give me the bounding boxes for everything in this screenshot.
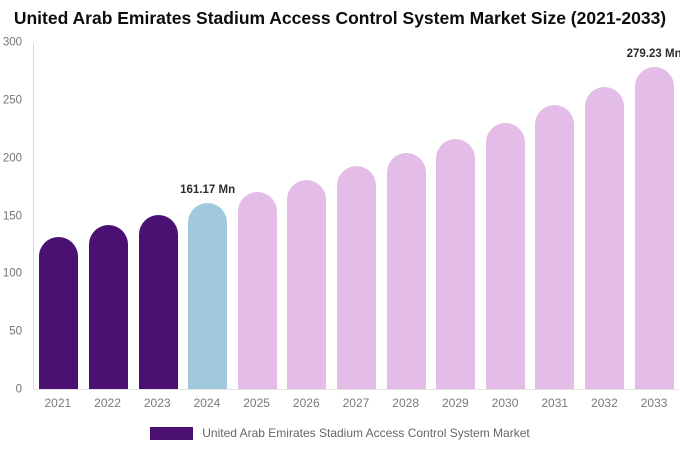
bar-2022 — [88, 225, 128, 389]
bar-column — [480, 43, 530, 389]
x-axis-label: 2033 — [640, 396, 668, 410]
legend-label: United Arab Emirates Stadium Access Cont… — [202, 426, 530, 440]
bar-column — [282, 43, 332, 389]
y-axis-tick-label: 300 — [2, 36, 22, 49]
legend: United Arab Emirates Stadium Access Cont… — [0, 426, 680, 440]
x-axis-label: 2026 — [292, 396, 320, 410]
bar-2025 — [237, 191, 277, 389]
bar-value-label: 279.23 Mn — [626, 47, 680, 60]
plot-area: 161.17 Mn 279.23 Mn — [33, 43, 680, 390]
bar-column: 161.17 Mn — [180, 43, 235, 389]
y-axis-tick-label: 0 — [15, 383, 22, 396]
x-axis-label: 2031 — [541, 396, 569, 410]
bar-2023 — [138, 214, 178, 389]
x-axis-label: 2022 — [94, 396, 121, 410]
y-axis-tick-label: 50 — [9, 325, 22, 338]
y-axis: 0 50 100 150 200 250 300 — [0, 37, 27, 395]
x-axis-label: 2021 — [44, 396, 72, 410]
bar-2024: 161.17 Mn — [180, 184, 235, 389]
y-axis-tick-label: 250 — [2, 94, 22, 107]
bar-value-label: 161.17 Mn — [180, 184, 236, 197]
legend-swatch — [150, 426, 194, 440]
x-axis-label: 2023 — [143, 396, 171, 410]
x-axis-label: 2029 — [441, 396, 469, 410]
x-axis-label: 2032 — [591, 396, 618, 410]
bars: 161.17 Mn 279.23 Mn — [34, 43, 680, 389]
x-axis-label: 2027 — [342, 396, 370, 410]
x-axis-label: 2024 — [193, 396, 221, 410]
x-axis-label: 2025 — [243, 396, 270, 410]
y-axis-tick-label: 200 — [2, 151, 22, 164]
bar-column — [431, 43, 481, 389]
y-axis-tick-label: 100 — [2, 267, 22, 280]
y-axis-tick-label: 150 — [2, 209, 22, 222]
x-axis: 2021 2022 2023 2024 2025 2026 2027 2028 2029 2030… — [33, 396, 679, 410]
x-axis-label: 2030 — [491, 396, 519, 410]
bar-2029 — [436, 138, 476, 389]
bar-2027 — [336, 166, 376, 389]
bar-2028 — [386, 152, 426, 389]
bar-column — [84, 43, 134, 389]
bar-column — [332, 43, 382, 389]
chart-title: United Arab Emirates Stadium Access Cont… — [13, 8, 667, 28]
bar-2031 — [535, 105, 575, 389]
bar-2026 — [287, 180, 327, 389]
bar-column — [530, 43, 580, 389]
bar-2021 — [39, 236, 79, 389]
bar-column — [133, 43, 183, 389]
bar-column — [580, 43, 630, 389]
x-axis-label: 2028 — [392, 396, 419, 410]
bar-column — [381, 43, 431, 389]
bar-2032 — [585, 86, 624, 389]
bar-2033: 279.23 Mn — [627, 48, 680, 389]
bar-column — [232, 43, 282, 389]
bar-column — [34, 43, 84, 389]
bar-column: 279.23 Mn — [627, 43, 680, 389]
bar-2030 — [485, 122, 525, 389]
